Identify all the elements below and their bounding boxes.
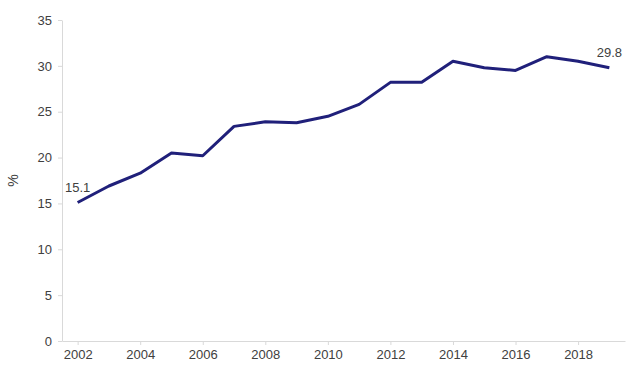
tick: 2012 (376, 341, 405, 362)
y-axis-title: % (5, 174, 21, 186)
tick-label: 0 (45, 334, 52, 349)
tick: 20 (38, 150, 62, 165)
chart: 2002 2004 2006 2008 2010 2012 2014 2016 2018 0 5 10… (0, 0, 641, 373)
tick-label: 2012 (376, 347, 405, 362)
tick: 35 (38, 13, 62, 28)
tick-mark (58, 20, 62, 21)
tick-label: 2014 (439, 347, 468, 362)
axis-line (62, 21, 63, 342)
tick-label: 25 (38, 104, 52, 119)
tick: 15 (38, 196, 62, 211)
tick-label: 30 (38, 59, 52, 74)
tick-mark (265, 341, 266, 345)
tick-label: 2004 (126, 347, 155, 362)
tick-mark (578, 341, 579, 345)
tick-label: 2008 (251, 347, 280, 362)
tick-mark (58, 112, 62, 113)
tick-label: 2006 (189, 347, 218, 362)
tick-mark (58, 158, 62, 159)
tick-label: 10 (38, 242, 52, 257)
tick: 2004 (126, 341, 155, 362)
tick: 10 (38, 242, 62, 257)
tick: 0 (45, 334, 62, 349)
series (78, 57, 610, 203)
tick: 5 (45, 288, 62, 303)
tick-mark (140, 341, 141, 345)
tick: 2010 (314, 341, 343, 362)
tick-mark (58, 295, 62, 296)
tick: 30 (38, 59, 62, 74)
tick-mark (58, 66, 62, 67)
axis-line (63, 341, 626, 342)
data-labels: 15.1 29.8 (65, 45, 622, 195)
data-label: 29.8 (597, 45, 622, 60)
tick-mark (58, 249, 62, 250)
line (78, 57, 610, 203)
tick-mark (78, 341, 79, 345)
plot: 2002 2004 2006 2008 2010 2012 2014 2016 2018 0 5 10… (38, 13, 626, 363)
tick-mark (453, 341, 454, 345)
tick-mark (328, 341, 329, 345)
tick-label: 20 (38, 150, 52, 165)
tick: 2018 (564, 341, 593, 362)
tick-label: 2016 (502, 347, 531, 362)
y-axis: 0 5 10 15 20 25 30 35 (38, 13, 63, 349)
tick-mark (390, 341, 391, 345)
tick-label: 35 (38, 13, 52, 28)
tick-mark (516, 341, 517, 345)
tick-mark (58, 341, 62, 342)
data-label: 15.1 (65, 180, 90, 195)
tick: 2006 (189, 341, 218, 362)
tick-label: 5 (45, 288, 52, 303)
tick: 2016 (502, 341, 531, 362)
tick-mark (58, 203, 62, 204)
tick: 2008 (251, 341, 280, 362)
tick-label: 2018 (564, 347, 593, 362)
tick: 25 (38, 104, 62, 119)
tick-mark (203, 341, 204, 345)
x-axis: 2002 2004 2006 2008 2010 2012 2014 2016 2018 (63, 341, 626, 362)
tick-label: 2002 (64, 347, 93, 362)
tick-label: 15 (38, 196, 52, 211)
tick: 2002 (64, 341, 93, 362)
tick: 2014 (439, 341, 468, 362)
tick-label: 2010 (314, 347, 343, 362)
